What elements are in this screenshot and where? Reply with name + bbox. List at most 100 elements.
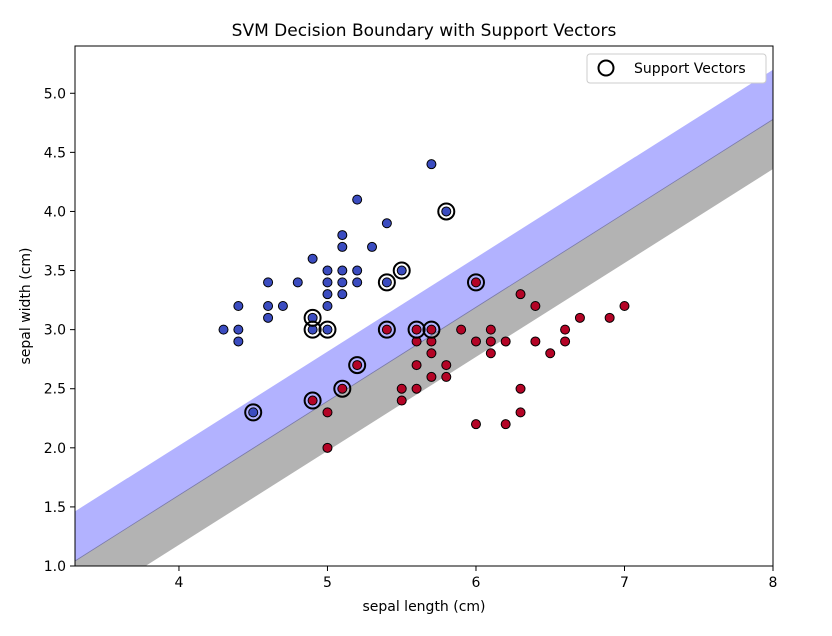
support-vector-13 bbox=[466, 273, 485, 292]
point-class-0-31 bbox=[441, 206, 452, 217]
point-class-1-2 bbox=[322, 442, 333, 453]
point-class-0-22 bbox=[337, 289, 348, 300]
point-class-0-29 bbox=[396, 265, 407, 276]
x-tick-label-4: 8 bbox=[769, 575, 778, 591]
support-vector-6 bbox=[437, 202, 456, 221]
point-class-1-36 bbox=[604, 312, 615, 323]
point-class-0-9 bbox=[292, 277, 303, 288]
point-class-1-16 bbox=[441, 360, 452, 371]
y-axis-label: sepal width (cm) bbox=[18, 247, 34, 364]
point-class-1-26 bbox=[500, 419, 511, 430]
point-class-0-4 bbox=[248, 407, 259, 418]
point-class-1-20 bbox=[470, 336, 481, 347]
point-class-1-29 bbox=[515, 407, 526, 418]
point-class-1-35 bbox=[574, 312, 585, 323]
point-class-1-25 bbox=[500, 336, 511, 347]
point-class-0-3 bbox=[233, 301, 244, 311]
point-class-1-12 bbox=[426, 324, 437, 335]
support-vector-markers bbox=[244, 202, 485, 422]
legend: Support Vectors bbox=[586, 53, 767, 84]
point-class-1-5 bbox=[381, 324, 392, 335]
point-class-0-21 bbox=[337, 277, 348, 288]
point-class-1-33 bbox=[560, 324, 571, 335]
point-class-1-0 bbox=[307, 395, 318, 406]
point-class-0-17 bbox=[322, 324, 333, 335]
support-vector-8 bbox=[333, 379, 352, 398]
support-vector-9 bbox=[348, 356, 367, 375]
point-class-1-22 bbox=[485, 324, 496, 335]
y-axis: 1.0 1.5 2.0 2.5 3.0 3.5 4.0 4.5 5.0 bbox=[44, 86, 75, 575]
x-axis-label: sepal length (cm) bbox=[362, 599, 485, 615]
point-class-1-37 bbox=[619, 301, 630, 311]
support-vector-5 bbox=[392, 261, 411, 280]
point-class-0-5 bbox=[263, 277, 274, 288]
point-class-0-13 bbox=[322, 265, 333, 276]
y-tick-label-4: 3.0 bbox=[44, 323, 66, 339]
point-class-1-3 bbox=[337, 383, 348, 394]
point-class-1-7 bbox=[396, 395, 407, 406]
plot-area bbox=[75, 46, 773, 566]
point-class-1-27 bbox=[515, 289, 526, 300]
point-class-1-19 bbox=[470, 277, 481, 288]
point-class-0-15 bbox=[322, 289, 333, 300]
point-class-1-1 bbox=[322, 407, 333, 418]
y-tick-label-0: 1.0 bbox=[44, 559, 66, 575]
point-class-1-10 bbox=[411, 360, 422, 371]
point-class-0-8 bbox=[277, 301, 288, 311]
decision-boundary-line bbox=[75, 118, 773, 562]
x-tick-label-1: 5 bbox=[323, 575, 332, 591]
support-vector-12 bbox=[422, 320, 441, 339]
y-tick-label-8: 5.0 bbox=[44, 86, 66, 102]
support-vector-2 bbox=[303, 320, 322, 339]
point-class-0-10 bbox=[307, 253, 318, 264]
point-class-0-6 bbox=[263, 301, 274, 311]
point-class-1-21 bbox=[470, 419, 481, 430]
point-class-1-34 bbox=[560, 336, 571, 347]
point-class-0-27 bbox=[381, 218, 392, 229]
point-class-0-16 bbox=[322, 301, 333, 311]
point-class-0-14 bbox=[322, 277, 333, 288]
point-class-0-0 bbox=[218, 324, 229, 335]
x-tick-label-2: 6 bbox=[472, 575, 481, 591]
point-class-1-6 bbox=[396, 383, 407, 394]
point-class-0-23 bbox=[352, 194, 363, 205]
support-vector-0 bbox=[244, 403, 263, 422]
support-vector-11 bbox=[407, 320, 426, 339]
x-axis: 4 5 6 7 8 bbox=[174, 566, 777, 591]
margin-band-class-1 bbox=[75, 119, 773, 566]
support-vector-1 bbox=[303, 308, 322, 327]
point-class-0-7 bbox=[263, 312, 274, 323]
point-class-0-19 bbox=[337, 241, 348, 252]
point-class-0-26 bbox=[367, 241, 378, 252]
point-class-1-4 bbox=[352, 360, 363, 371]
point-class-0-25 bbox=[352, 277, 363, 288]
point-class-1-17 bbox=[441, 371, 452, 382]
point-class-1-31 bbox=[530, 336, 541, 347]
point-class-1-23 bbox=[485, 336, 496, 347]
legend-marker bbox=[597, 59, 615, 77]
y-tick-label-5: 3.5 bbox=[44, 264, 66, 280]
point-class-1-18 bbox=[456, 324, 467, 335]
legend-label: Support Vectors bbox=[634, 61, 746, 77]
point-class-1-15 bbox=[426, 371, 437, 382]
x-tick-label-0: 4 bbox=[174, 575, 183, 591]
point-class-0-28 bbox=[381, 277, 392, 288]
x-tick-label-3: 7 bbox=[620, 575, 629, 591]
y-tick-label-2: 2.0 bbox=[44, 441, 66, 457]
plot-frame bbox=[74, 45, 774, 567]
y-tick-label-7: 4.5 bbox=[44, 145, 66, 161]
support-vector-4 bbox=[377, 273, 396, 292]
point-class-1-32 bbox=[545, 348, 556, 359]
support-vector-7 bbox=[303, 391, 322, 410]
point-class-0-24 bbox=[352, 265, 363, 276]
point-class-0-20 bbox=[337, 265, 348, 276]
point-class-0-1 bbox=[233, 324, 244, 335]
margin-band-class-0 bbox=[75, 69, 773, 561]
y-tick-label-3: 2.5 bbox=[44, 382, 66, 398]
point-class-1-24 bbox=[485, 348, 496, 359]
y-tick-label-6: 4.0 bbox=[44, 204, 66, 220]
point-class-0-30 bbox=[426, 159, 437, 170]
point-class-0-18 bbox=[337, 230, 348, 241]
point-class-1-28 bbox=[515, 383, 526, 394]
